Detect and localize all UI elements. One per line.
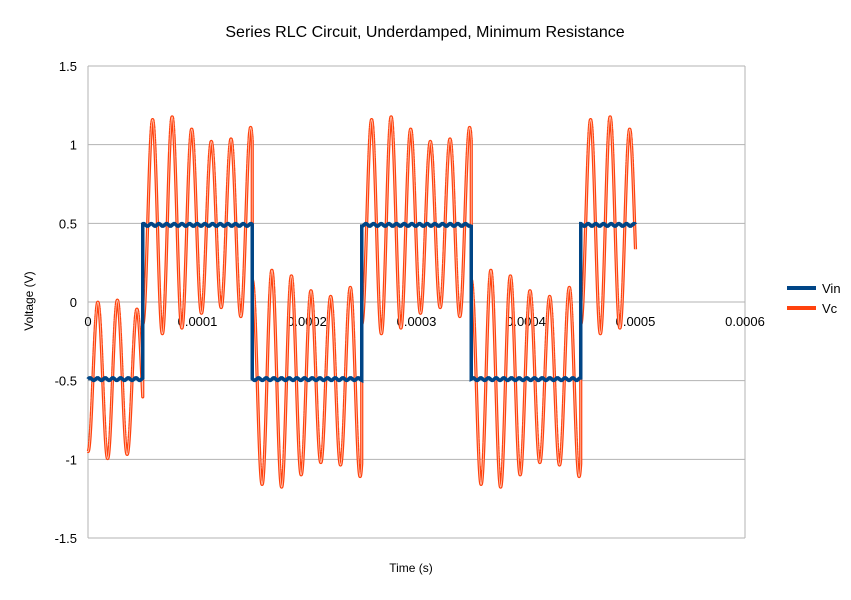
x-tick-label: 0.0005 xyxy=(616,314,656,329)
y-tick-label: 1.5 xyxy=(59,59,77,74)
plot-frame xyxy=(87,66,746,538)
y-tick-label: 0 xyxy=(70,295,77,310)
legend-label-vc: Vc xyxy=(822,301,838,316)
y-tick-label: 0.5 xyxy=(59,216,77,231)
y-tick-label: 1 xyxy=(70,138,77,153)
y-axis-label: Voltage (V) xyxy=(22,271,36,330)
legend: Vin Vc xyxy=(787,281,841,316)
series-layer xyxy=(86,115,638,489)
x-tick-label: 0 xyxy=(84,314,91,329)
x-tick-label: 0.0001 xyxy=(178,314,218,329)
y-tick-label: -1.5 xyxy=(55,531,77,546)
y-axis-ticks: 1.5 1 0.5 0 -0.5 -1 -1.5 xyxy=(55,59,77,546)
grid xyxy=(88,65,745,539)
chart-title: Series RLC Circuit, Underdamped, Minimum… xyxy=(225,24,624,41)
x-tick-label: 0.0003 xyxy=(397,314,437,329)
series-line-vc-highlight xyxy=(87,116,636,488)
x-axis-label: Time (s) xyxy=(389,561,433,575)
legend-label-vin: Vin xyxy=(822,281,841,296)
x-tick-label: 0.0006 xyxy=(725,314,765,329)
y-tick-label: -0.5 xyxy=(55,374,77,389)
y-tick-label: -1 xyxy=(65,452,77,467)
x-axis-ticks: 0 0.0001 0.0002 0.0003 0.0004 0.0005 0.0006 xyxy=(84,314,765,329)
series-line-vin xyxy=(86,221,638,384)
